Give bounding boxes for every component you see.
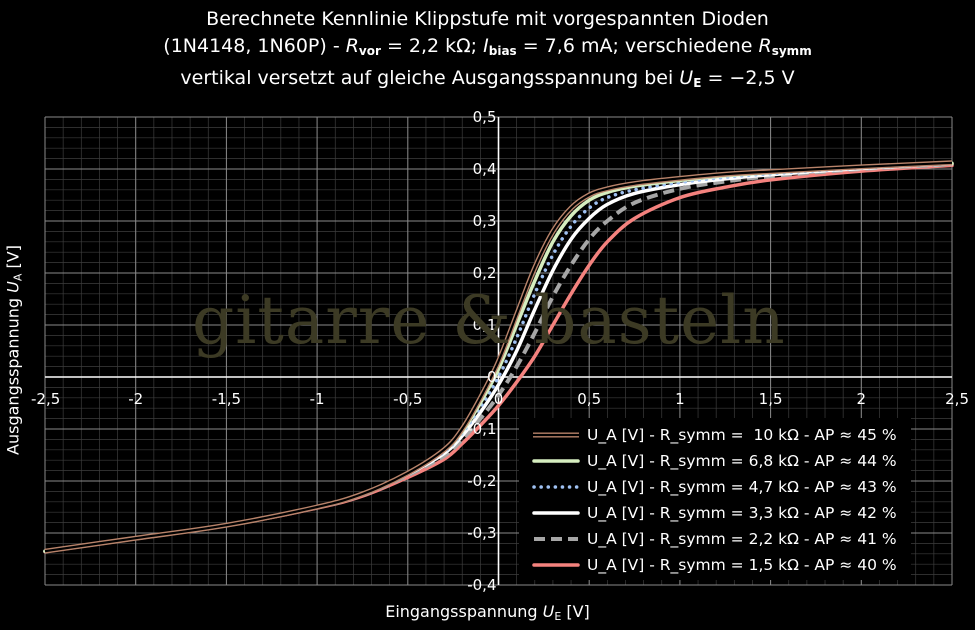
x-tick-label: 1 — [675, 390, 685, 408]
y-axis-subscript: A — [11, 273, 25, 282]
x-tick-label: -2,5 — [31, 390, 60, 408]
legend-label: U_A [V] - R_symm = 2,2 kΩ - AP ≈ 41 % — [587, 530, 897, 548]
x-tick-label: -0,5 — [393, 390, 422, 408]
y-tick-label: -0,1 — [467, 420, 496, 438]
legend-swatch — [533, 432, 579, 438]
u-e-subscript: E — [693, 76, 702, 90]
r-symm-symbol: R — [758, 35, 772, 57]
legend-swatch — [532, 485, 580, 489]
x-tick-label: -1 — [310, 390, 325, 408]
chart-title: Berechnete Kennlinie Klippstufe mit vorg… — [0, 6, 975, 97]
series-lines — [43, 160, 954, 554]
x-axis-label-text: Eingangsspannung — [385, 602, 543, 621]
x-axis-subscript: E — [554, 610, 562, 623]
y-tick-label: -0,3 — [467, 524, 496, 542]
series-line-inner — [44, 161, 953, 553]
y-tick-label: 0,3 — [473, 212, 497, 230]
title-line-2-part-b: = 2,2 kΩ; — [380, 35, 484, 57]
legend-swatch — [532, 511, 580, 515]
y-tick-label: 0,2 — [473, 264, 497, 282]
x-axis-unit: [V] — [561, 602, 590, 621]
i-bias-symbol: I — [483, 35, 489, 57]
legend-label: U_A [V] - R_symm = 10 kΩ - AP ≈ 45 % — [587, 426, 897, 444]
y-axis-label-text: Ausgangsspannung — [3, 292, 23, 455]
legend-item: U_A [V] - R_symm = 2,2 kΩ - AP ≈ 41 % — [519, 526, 911, 552]
r-vor-symbol: R — [345, 35, 359, 57]
legend-label: U_A [V] - R_symm = 6,8 kΩ - AP ≈ 44 % — [587, 452, 897, 470]
x-tick-label: 2,5 — [945, 390, 969, 408]
x-tick-label: 0,5 — [577, 390, 601, 408]
legend-label: U_A [V] - R_symm = 3,3 kΩ - AP ≈ 42 % — [587, 504, 897, 522]
legend-item: U_A [V] - R_symm = 6,8 kΩ - AP ≈ 44 % — [519, 448, 911, 474]
y-axis-label: Ausgangsspannung UA [V] — [4, 245, 25, 455]
y-tick-label: -0,4 — [467, 576, 496, 594]
x-tick-label: -1,5 — [212, 390, 241, 408]
x-axis-symbol: U — [542, 602, 555, 621]
title-line-3-part-b: = −2,5 V — [701, 67, 795, 89]
y-tick-label: 0,5 — [473, 108, 497, 126]
x-axis-label: Eingangsspannung UE [V] — [0, 602, 975, 623]
legend: U_A [V] - R_symm = 10 kΩ - AP ≈ 45 % U_A… — [519, 418, 911, 580]
x-tick-label: 1,5 — [759, 390, 783, 408]
legend-item: U_A [V] - R_symm = 3,3 kΩ - AP ≈ 42 % — [519, 500, 911, 526]
i-bias-subscript: bias — [488, 44, 517, 58]
y-tick-label: 0 — [487, 368, 497, 386]
title-line-3: vertikal versetzt auf gleiche Ausgangssp… — [0, 65, 975, 97]
legend-item: U_A [V] - R_symm = 4,7 kΩ - AP ≈ 43 % — [519, 474, 911, 500]
r-vor-subscript: vor — [358, 44, 381, 58]
title-line-2: (1N4148, 1N60P) - Rvor = 2,2 kΩ; Ibias =… — [0, 33, 975, 65]
title-line-2-part-c: = 7,6 mA; verschiedene — [516, 35, 759, 57]
x-tick-label: 2 — [857, 390, 867, 408]
y-tick-label: -0,2 — [467, 472, 496, 490]
y-tick-label: 0,4 — [473, 160, 497, 178]
title-line-3-part-a: vertikal versetzt auf gleiche Ausgangssp… — [180, 67, 680, 89]
y-axis-unit: [V] — [3, 245, 23, 274]
legend-label: U_A [V] - R_symm = 1,5 kΩ - AP ≈ 40 % — [587, 556, 897, 574]
title-line-2-part-a: (1N4148, 1N60P) - — [163, 35, 346, 57]
legend-label: U_A [V] - R_symm = 4,7 kΩ - AP ≈ 43 % — [587, 478, 897, 496]
y-tick-label: 0,1 — [473, 316, 497, 334]
legend-swatch — [532, 563, 580, 567]
x-tick-label: 0 — [494, 390, 504, 408]
r-symm-subscript: symm — [771, 44, 812, 58]
legend-swatch — [534, 537, 578, 541]
y-axis-symbol: U — [3, 281, 23, 293]
legend-item: U_A [V] - R_symm = 10 kΩ - AP ≈ 45 % — [519, 422, 911, 448]
tick-labels: -2,5 -2 -1,5 -1 -0,5 0 0,5 1 1,5 2 2,5 0,5 0,4 0,3 0,2… — [31, 108, 969, 594]
legend-swatch — [532, 459, 580, 463]
axes — [45, 117, 952, 585]
u-e-symbol: U — [679, 67, 694, 89]
legend-item: U_A [V] - R_symm = 1,5 kΩ - AP ≈ 40 % — [519, 552, 911, 578]
title-line-1: Berechnete Kennlinie Klippstufe mit vorg… — [206, 8, 769, 30]
x-tick-label: -2 — [128, 390, 143, 408]
